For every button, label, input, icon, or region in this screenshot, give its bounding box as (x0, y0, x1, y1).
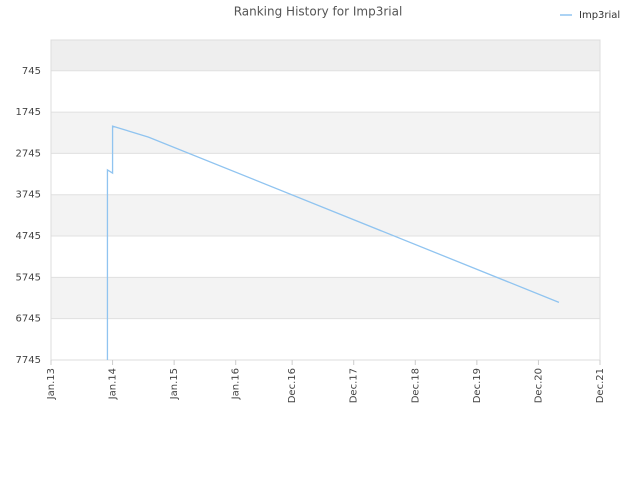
x-tick-label: Dec.18 (410, 368, 421, 403)
x-tick-label: Dec.21 (595, 368, 606, 403)
y-tick-label: 1745 (16, 107, 41, 118)
x-tick-label: Dec.19 (472, 368, 483, 403)
x-tick-label: Dec.17 (349, 368, 360, 403)
y-tick-label: 7745 (16, 355, 41, 366)
y-tick-label: 745 (22, 66, 41, 77)
plot-border (50, 39, 601, 361)
y-tick-label: 6745 (16, 314, 41, 325)
x-tick-label: Jan.14 (108, 368, 119, 400)
band (51, 277, 600, 319)
x-tick-label: Dec.20 (533, 368, 544, 403)
x-tick-label: Jan.16 (231, 368, 242, 400)
legend-label: Imp3rial (579, 10, 620, 21)
line (106, 125, 560, 360)
chart-title: Ranking History for Imp3rial (234, 5, 403, 19)
band (51, 40, 600, 71)
y-tick-label: 3745 (16, 190, 41, 201)
x-tick-label: Dec.16 (287, 368, 298, 403)
band (51, 112, 600, 154)
band (51, 194, 600, 237)
y-tick-label: 4745 (16, 231, 41, 242)
x-tick-label: Jan.13 (46, 368, 57, 400)
x-tick-label: Jan.15 (169, 368, 180, 400)
y-tick-label: 5745 (16, 272, 41, 283)
y-tick-label: 2745 (16, 148, 41, 159)
